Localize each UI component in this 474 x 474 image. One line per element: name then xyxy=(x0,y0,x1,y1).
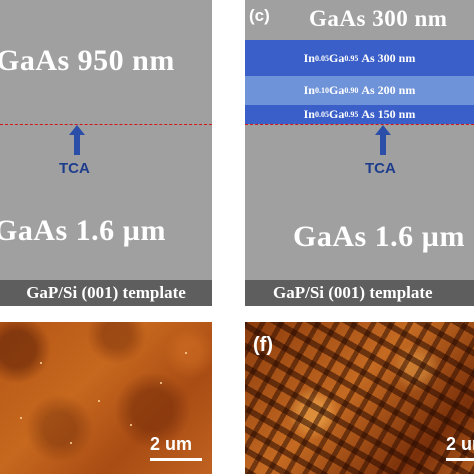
template-label: GaP/Si (001) template xyxy=(26,283,186,302)
gaas-950-label: GaAs 950 nm xyxy=(0,44,175,77)
afm-image-f: (f) 2 um xyxy=(245,322,474,474)
structure-panel-c: (c) GaAs 300 nm In 0.05 Ga 0.95 As 300 nm I… xyxy=(245,0,474,306)
surface-speck xyxy=(185,352,187,354)
tca-label: TCA xyxy=(59,160,90,177)
panel-f-tag: (f) xyxy=(253,334,273,356)
ingaas-layer-1: In 0.05 Ga 0.95 As 300 nm xyxy=(245,40,474,76)
surface-speck xyxy=(98,400,100,402)
interface-dashed-line xyxy=(245,124,474,125)
template-bar: GaP/Si (001) template xyxy=(0,280,212,306)
gaas-300-label: GaAs 300 nm xyxy=(309,6,448,31)
ingaas-layer-2: In 0.10 Ga 0.90 As 200 nm xyxy=(245,76,474,105)
interface-dashed-line xyxy=(0,124,212,125)
gaas-substrate-label: GaAs 1.6 µm xyxy=(0,214,166,247)
scale-bar xyxy=(446,458,474,461)
surface-speck xyxy=(160,382,162,384)
structure-panel-b: GaAs 950 nm TCA GaAs 1.6 µm GaP/Si (001)… xyxy=(0,0,212,306)
gaas-substrate-label: GaAs 1.6 µm xyxy=(293,220,465,253)
scale-bar-label: 2 um xyxy=(446,434,474,454)
template-label: GaP/Si (001) template xyxy=(273,283,433,302)
surface-speck xyxy=(40,362,42,364)
scale-bar xyxy=(150,458,202,461)
surface-speck xyxy=(20,417,22,419)
surface-speck xyxy=(70,442,72,444)
template-bar: GaP/Si (001) template xyxy=(245,280,474,306)
panel-c-tag: (c) xyxy=(249,6,270,25)
surface-speck xyxy=(130,424,132,426)
tca-label: TCA xyxy=(365,160,396,177)
afm-image-e: 2 um xyxy=(0,322,212,474)
ingaas-layer-3: In 0.05 Ga 0.95 As 150 nm xyxy=(245,105,474,124)
scale-bar-label: 2 um xyxy=(150,434,193,454)
